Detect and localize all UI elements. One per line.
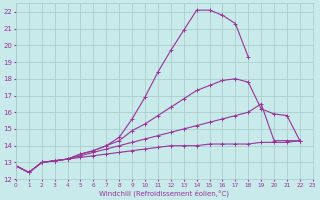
X-axis label: Windchill (Refroidissement éolien,°C): Windchill (Refroidissement éolien,°C) <box>100 189 229 197</box>
